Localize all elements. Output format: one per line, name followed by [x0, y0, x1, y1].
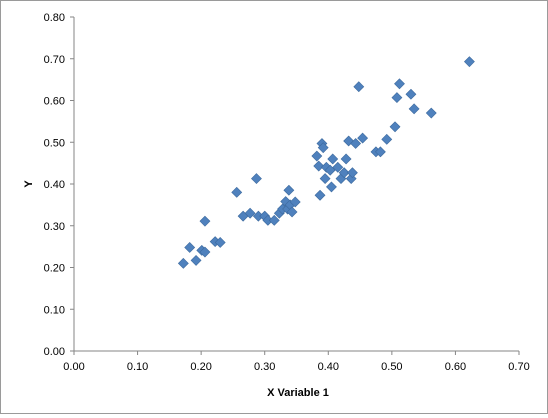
data-point [425, 107, 437, 119]
data-point [199, 215, 211, 227]
data-point [327, 153, 339, 165]
data-point [405, 88, 417, 100]
data-point [184, 242, 196, 253]
y-axis-tick-labels: 0.00 0.10 0.20 0.30 0.40 0.50 0.60 0.70 0.80 [44, 12, 74, 358]
x-tick-label: 0.20 [190, 361, 211, 373]
y-tick-label: 0.80 [44, 12, 65, 24]
y-tick-label: 0.70 [44, 54, 65, 66]
data-point [324, 164, 336, 176]
x-tick-label: 0.70 [508, 361, 529, 373]
data-point [311, 150, 323, 162]
data-point [391, 92, 403, 104]
data-point [199, 246, 211, 258]
data-point [314, 189, 326, 201]
data-point [332, 161, 344, 173]
data-point [353, 81, 365, 93]
data-point [374, 146, 386, 158]
data-point [231, 186, 243, 198]
y-tick-label: 0.10 [44, 304, 65, 316]
y-tick-label: 0.40 [44, 179, 65, 191]
data-point [381, 133, 393, 145]
y-tick-label: 0.50 [44, 137, 65, 149]
data-point [251, 173, 262, 184]
data-point [289, 196, 301, 208]
data-points [177, 56, 475, 269]
data-point [394, 78, 405, 90]
y-tick-label: 0.30 [44, 221, 65, 233]
x-tick-label: 0.50 [381, 361, 402, 373]
y-tick-label: 0.60 [44, 96, 65, 108]
y-tick-label: 0.00 [44, 346, 65, 358]
data-point [319, 173, 331, 184]
data-point [313, 160, 325, 172]
data-point [350, 138, 362, 149]
data-point [190, 254, 202, 266]
data-point [326, 181, 337, 193]
data-point [340, 153, 352, 165]
data-point [389, 121, 401, 133]
x-tick-label: 0.60 [445, 361, 466, 373]
x-axis-tick-labels: 0.00 0.10 0.20 0.30 0.40 0.50 0.60 0.70 [63, 351, 530, 373]
data-point [268, 214, 280, 226]
data-point [244, 207, 256, 219]
x-tick-label: 0.40 [318, 361, 339, 373]
data-point [177, 257, 189, 269]
data-point [408, 103, 420, 115]
y-axis-title: Y [23, 180, 35, 188]
data-point [317, 142, 329, 154]
x-tick-label: 0.00 [63, 361, 84, 373]
x-axis-title: X Variable 1 [267, 387, 329, 399]
data-point [283, 184, 295, 196]
x-tick-label: 0.10 [127, 361, 148, 373]
data-point [347, 167, 358, 179]
data-point [463, 56, 475, 68]
x-tick-label: 0.30 [254, 361, 275, 373]
data-point [214, 237, 226, 248]
data-point [338, 167, 350, 179]
data-point [286, 206, 298, 218]
plot-area [73, 17, 519, 352]
y-tick-label: 0.20 [44, 263, 65, 275]
data-point [357, 132, 369, 144]
